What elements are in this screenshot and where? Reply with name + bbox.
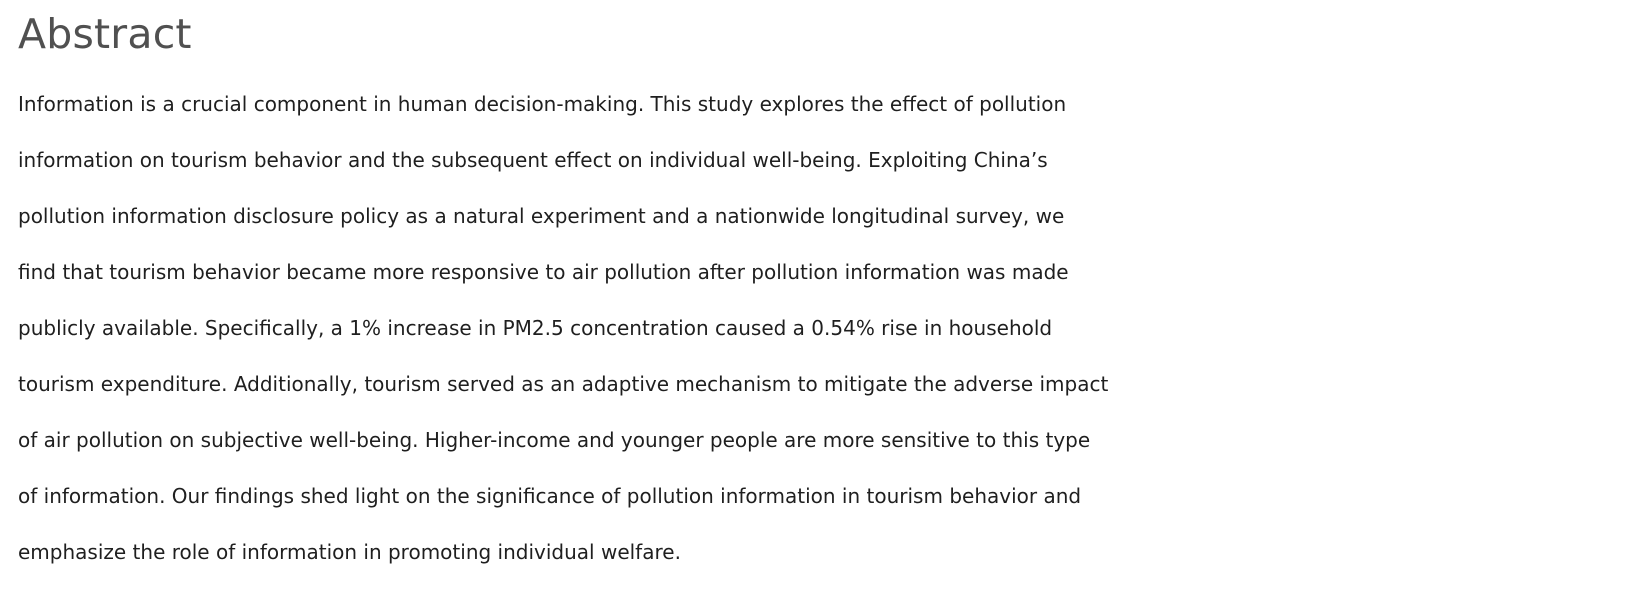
abstract-heading: Abstract — [18, 10, 192, 58]
abstract-line: find that tourism behavior became more r… — [18, 260, 1069, 284]
abstract-line: emphasize the role of information in pro… — [18, 540, 681, 564]
abstract-line: tourism expenditure. Additionally, touri… — [18, 372, 1109, 396]
abstract-section: Abstract Information is a crucial compon… — [18, 4, 1644, 580]
abstract-line: publicly available. Specifically, a 1% i… — [18, 316, 1053, 340]
abstract-line: information on tourism behavior and the … — [18, 148, 1048, 172]
abstract-line: pollution information disclosure policy … — [18, 204, 1065, 228]
abstract-line: of information. Our findings shed light … — [18, 484, 1082, 508]
abstract-line: Information is a crucial component in hu… — [18, 92, 1067, 116]
abstract-body: Information is a crucial component in hu… — [18, 76, 1644, 580]
abstract-line: of air pollution on subjective well-bein… — [18, 428, 1091, 452]
